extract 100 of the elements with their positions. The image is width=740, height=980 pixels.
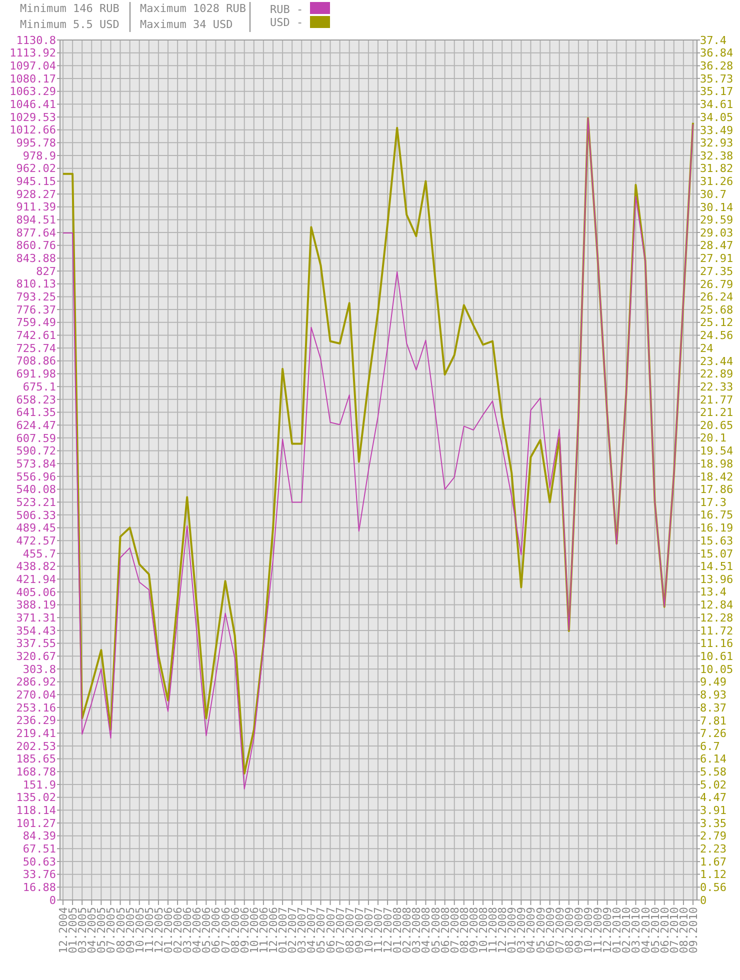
- y2-tick-label: 26.79: [700, 278, 734, 291]
- y2-tick-label: 11.72: [700, 624, 734, 638]
- y2-tick-label: 33.49: [700, 124, 734, 137]
- legend-label: USD -: [270, 16, 304, 29]
- y2-tick-label: 25.12: [700, 316, 734, 330]
- y-tick-label: 725.74: [16, 342, 56, 355]
- legend-label: RUB -: [270, 3, 304, 16]
- y2-tick-label: 10.05: [700, 662, 734, 676]
- y2-tick-label: 28.47: [700, 239, 734, 252]
- y2-tick-label: 14.51: [700, 560, 734, 574]
- y2-tick-label: 27.91: [700, 252, 734, 266]
- y-tick-label: 421.94: [16, 572, 56, 586]
- y2-tick-label: 1.67: [700, 855, 726, 868]
- y-tick-label: 337.55: [16, 637, 56, 650]
- x-tick-label: 12.2004: [57, 906, 70, 954]
- y2-tick-label: 37.4: [700, 34, 727, 47]
- y-tick-label: 388.19: [16, 598, 56, 612]
- y-tick-label: 810.13: [16, 278, 56, 291]
- y2-tick-label: 10.61: [700, 650, 734, 663]
- y2-tick-label: 27.35: [700, 264, 734, 278]
- y-tick-label: 16.88: [22, 881, 56, 894]
- y-tick-label: 1080.17: [10, 72, 56, 86]
- text: Maximum 34 USD: [140, 18, 233, 31]
- text: Minimum 5.5 USD: [20, 18, 120, 31]
- y2-tick-label: 7.81: [700, 714, 726, 728]
- text: Minimum 146 RUB: [20, 2, 120, 15]
- y-tick-label: 540.08: [16, 483, 56, 496]
- y-tick-label: 320.67: [16, 650, 56, 663]
- y2-tick-label: 0: [700, 894, 707, 907]
- y2-tick-label: 9.49: [700, 676, 726, 689]
- y-tick-label: 708.86: [16, 354, 56, 368]
- y2-tick-label: 2.23: [700, 842, 726, 856]
- y2-tick-label: 5.02: [700, 778, 726, 792]
- y-tick-label: 50.63: [22, 855, 56, 868]
- y-tick-label: 793.25: [16, 290, 56, 304]
- y-tick-label: 455.7: [22, 547, 56, 560]
- y2-tick-label: 16.19: [700, 522, 734, 535]
- y2-tick-label: 6.14: [700, 752, 727, 766]
- y2-tick-label: 13.96: [700, 572, 734, 586]
- y2-tick-label: 17.3: [700, 496, 726, 510]
- y-tick-label: 759.49: [16, 316, 56, 330]
- y-tick-label: 877.64: [16, 226, 56, 240]
- y-tick-label: 1113.92: [10, 46, 56, 60]
- y-tick-label: 118.14: [16, 804, 56, 817]
- y2-tick-label: 23.44: [700, 354, 734, 368]
- y-tick-label: 573.84: [16, 457, 56, 470]
- y-tick-label: 1046.41: [10, 98, 56, 112]
- y-tick-label: 151.9: [22, 778, 56, 792]
- y-tick-label: 523.21: [16, 496, 56, 509]
- y-tick-label: 607.59: [16, 432, 56, 445]
- y2-tick-label: 32.93: [700, 136, 734, 150]
- y2-tick-label: 22.89: [700, 368, 734, 380]
- y2-tick-label: 34.61: [700, 98, 734, 112]
- y2-tick-label: 6.7: [700, 740, 720, 753]
- y2-tick-label: 29.59: [700, 213, 734, 226]
- y-tick-label: 624.47: [16, 418, 56, 432]
- y-tick-label: 67.51: [22, 842, 56, 856]
- y-tick-label: 641.35: [16, 406, 56, 420]
- y-tick-label: 742.61: [16, 329, 56, 342]
- y2-tick-label: 36.28: [700, 60, 734, 73]
- y-tick-label: 0: [49, 894, 56, 907]
- y2-tick-label: 15.63: [700, 534, 734, 548]
- y2-tick-label: 4.47: [700, 791, 726, 804]
- y-tick-label: 928.27: [16, 188, 56, 201]
- y2-tick-label: 35.73: [700, 72, 734, 86]
- y-tick-label: 202.53: [16, 740, 56, 753]
- y2-tick-label: 11.16: [700, 637, 734, 650]
- y2-tick-label: 32.38: [700, 149, 734, 162]
- y-tick-label: 1130.8: [16, 34, 56, 47]
- y2-tick-label: 24: [700, 342, 714, 355]
- y2-tick-label: 30.14: [700, 200, 734, 214]
- y2-tick-label: 2.79: [700, 830, 726, 843]
- y2-tick-label: 29.03: [700, 226, 734, 240]
- y-tick-label: 405.06: [16, 586, 56, 599]
- y-tick-label: 827: [36, 264, 56, 278]
- y-tick-label: 1029.53: [10, 110, 56, 124]
- y2-tick-label: 19.54: [700, 444, 734, 458]
- text: Maximum 1028 RUB: [140, 2, 246, 15]
- y2-tick-label: 1.12: [700, 868, 726, 882]
- y-tick-label: 303.8: [22, 662, 56, 676]
- y-tick-label: 286.92: [16, 676, 56, 689]
- y-tick-label: 168.78: [16, 765, 56, 778]
- y2-tick-label: 21.77: [700, 393, 734, 406]
- y2-tick-label: 22.33: [700, 380, 734, 394]
- y-tick-label: 978.9: [22, 149, 56, 162]
- y-tick-label: 911.39: [16, 200, 56, 214]
- y2-tick-label: 15.07: [700, 547, 734, 560]
- y2-tick-label: 18.42: [700, 470, 734, 484]
- y-tick-label: 253.16: [16, 701, 56, 714]
- y2-tick-label: 20.1: [700, 432, 726, 445]
- y-tick-label: 185.65: [16, 752, 56, 766]
- y2-tick-label: 17.86: [700, 483, 734, 496]
- y2-tick-label: 31.82: [700, 162, 734, 176]
- y2-tick-label: 31.26: [700, 175, 734, 188]
- y2-tick-label: 25.68: [700, 303, 734, 316]
- y-tick-label: 995.78: [16, 136, 56, 150]
- y2-tick-label: 0.56: [700, 880, 726, 894]
- y-tick-label: 945.15: [16, 175, 56, 188]
- y-tick-label: 371.31: [16, 611, 56, 624]
- y-tick-label: 506.33: [16, 508, 56, 522]
